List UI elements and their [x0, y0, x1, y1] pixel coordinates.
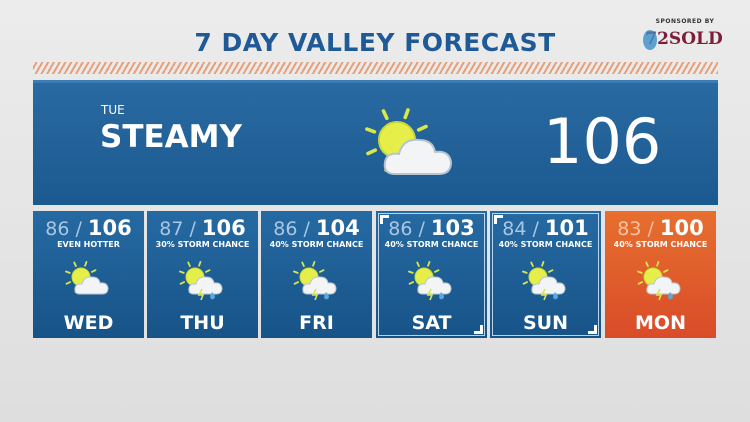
separator: /	[297, 218, 316, 240]
temps: 84 / 101	[490, 217, 601, 240]
low-temp: 84	[502, 218, 527, 240]
low-temp: 86	[45, 218, 70, 240]
forecast-note: 30% STORM CHANCE	[155, 240, 250, 249]
high-temp: 103	[430, 216, 475, 240]
day-card-fri: 86 / 104 40% STORM CHANCE FRI	[261, 211, 372, 338]
day-name: THU	[180, 312, 225, 334]
day-card-wed: 86 / 106 EVEN HOTTER WED	[33, 211, 144, 338]
high-temp: 106	[87, 216, 132, 240]
day-name: MON	[635, 312, 686, 334]
sponsor: SPONSORED BY 72SOLD	[640, 18, 730, 50]
temps: 86 / 106	[33, 217, 144, 240]
today-panel: TUE STEAMY 106	[33, 80, 718, 205]
partly-cloudy-icon	[64, 261, 109, 295]
forecast-note: 40% STORM CHANCE	[269, 240, 364, 249]
corner-accent	[588, 325, 597, 334]
forecast-note: 40% STORM CHANCE	[498, 240, 593, 249]
partly-cloudy-storm-icon	[407, 261, 452, 301]
sponsor-logo-text: 72SOLD	[645, 29, 723, 49]
forecast-note: 40% STORM CHANCE	[384, 240, 479, 249]
today-temp: 106	[543, 105, 662, 178]
temps: 86 / 104	[261, 217, 372, 240]
page-title: 7 DAY VALLEY FORECAST	[194, 28, 556, 57]
separator: /	[412, 218, 431, 240]
day-card-thu: 87 / 106 30% STORM CHANCE THU	[147, 211, 258, 338]
today-day: TUE	[101, 103, 125, 117]
partly-cloudy-storm-icon	[178, 261, 223, 301]
high-temp: 100	[659, 216, 704, 240]
sponsor-label: SPONSORED BY	[655, 18, 715, 25]
high-temp: 101	[544, 216, 589, 240]
forecast-note: 40% STORM CHANCE	[613, 240, 708, 249]
logo-mark-icon	[643, 29, 658, 50]
day-name: SAT	[411, 312, 452, 334]
corner-accent	[380, 215, 389, 224]
temps: 86 / 103	[376, 217, 487, 240]
separator: /	[526, 218, 545, 240]
forecast-note: EVEN HOTTER	[57, 240, 120, 249]
separator: /	[69, 218, 88, 240]
low-temp: 83	[617, 218, 642, 240]
high-temp: 106	[201, 216, 246, 240]
decorative-stripes	[33, 62, 718, 74]
separator: /	[641, 218, 660, 240]
temps: 87 / 106	[147, 217, 258, 240]
high-temp: 104	[315, 216, 360, 240]
separator: /	[183, 218, 202, 240]
partly-cloudy-storm-icon	[636, 261, 681, 301]
day-name: FRI	[299, 312, 334, 334]
day-name: SUN	[522, 312, 568, 334]
low-temp: 86	[273, 218, 298, 240]
day-card-mon: 83 / 100 40% STORM CHANCE MON	[605, 211, 716, 338]
partly-cloudy-storm-icon	[292, 261, 337, 301]
today-condition: STEAMY	[100, 119, 242, 155]
corner-accent	[494, 215, 503, 224]
day-card-sun: 84 / 101 40% STORM CHANCE SUN	[490, 211, 601, 338]
corner-accent	[474, 325, 483, 334]
sponsor-logo: 72SOLD	[640, 29, 730, 50]
low-temp: 87	[159, 218, 184, 240]
temps: 83 / 100	[605, 217, 716, 240]
low-temp: 86	[388, 218, 413, 240]
partly-cloudy-icon	[365, 108, 453, 175]
day-card-sat: 86 / 103 40% STORM CHANCE SAT	[376, 211, 487, 338]
day-name: WED	[63, 312, 114, 334]
partly-cloudy-storm-icon	[521, 261, 566, 301]
